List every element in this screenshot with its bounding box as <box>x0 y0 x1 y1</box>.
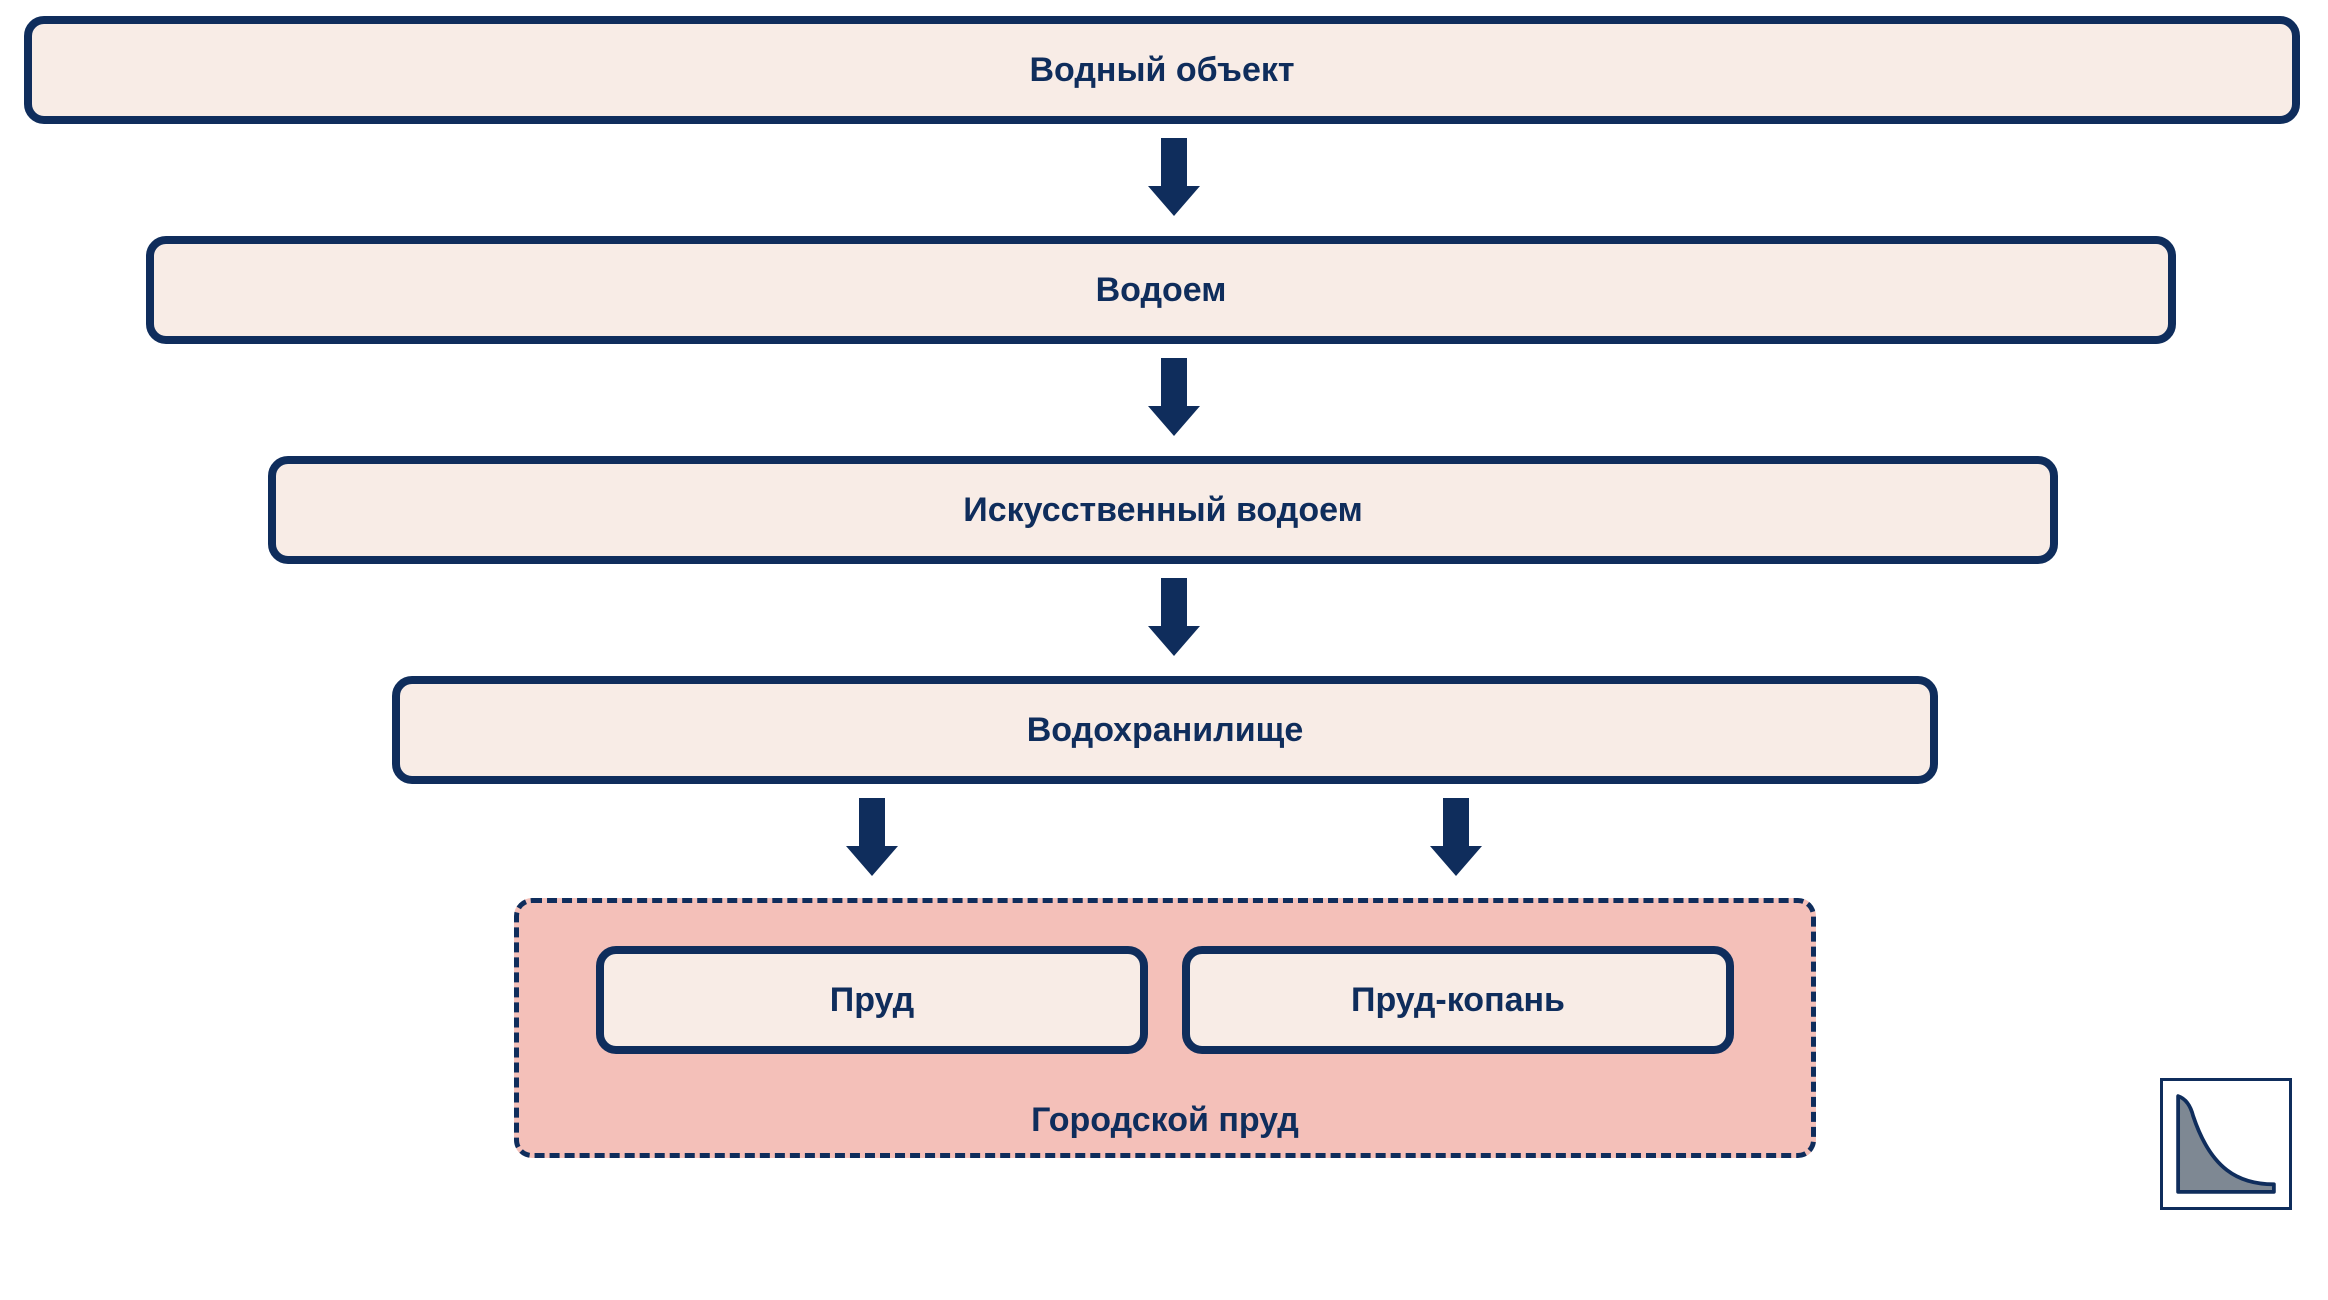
arrow-down-icon <box>1148 358 1200 436</box>
arrow-down-icon <box>1148 578 1200 656</box>
node-label: Водоем <box>1096 271 1227 310</box>
node-label: Водохранилище <box>1027 711 1304 750</box>
node-label: Искусственный водоем <box>963 491 1362 530</box>
group-city-pond-label: Городской пруд <box>519 1101 1811 1140</box>
arrow-down-icon <box>846 798 898 876</box>
diagram-container: Городской пруд Водный объект Водоем Иску… <box>0 0 2328 1300</box>
node-water-object: Водный объект <box>24 16 2300 124</box>
node-reservoir: Водохранилище <box>392 676 1938 784</box>
logo-icon <box>2160 1078 2292 1210</box>
node-artificial-water-body: Искусственный водоем <box>268 456 2058 564</box>
arrow-down-icon <box>1148 138 1200 216</box>
arrow-down-icon <box>1430 798 1482 876</box>
node-label: Пруд-копань <box>1351 981 1565 1020</box>
node-label: Водный объект <box>1029 51 1294 90</box>
node-dug-pond: Пруд-копань <box>1182 946 1734 1054</box>
node-label: Пруд <box>830 981 914 1020</box>
node-water-body: Водоем <box>146 236 2176 344</box>
node-pond: Пруд <box>596 946 1148 1054</box>
